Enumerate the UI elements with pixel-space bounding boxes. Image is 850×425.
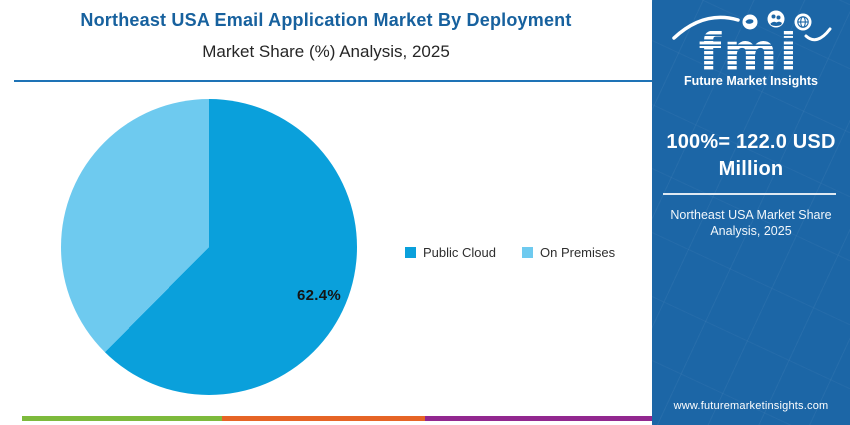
website-link[interactable]: www.futuremarketinsights.com — [673, 400, 829, 412]
logo-globe-grid-icon — [794, 13, 812, 31]
fmi-logo-graphic: fmi Future Market Insights — [672, 10, 832, 88]
title-underline — [14, 80, 652, 82]
legend: Public Cloud On Premises — [405, 245, 615, 260]
logo-arc-left — [672, 15, 740, 40]
logo-arc-right — [804, 27, 832, 42]
footer-bar-segment-green — [22, 416, 222, 421]
logo-people-icon — [767, 10, 785, 28]
logo-brand-text: fmi — [699, 23, 800, 83]
fmi-logo: fmi Future Market Insights — [652, 6, 850, 93]
legend-swatch-on-premises — [522, 247, 533, 258]
brand-sidebar: fmi Future Market Insights 100%= 122.0 U… — [652, 0, 850, 425]
pie-chart — [61, 99, 357, 395]
legend-item-on-premises: On Premises — [522, 245, 615, 260]
page-title: Northeast USA Email Application Market B… — [80, 10, 572, 30]
logo-tagline: Future Market Insights — [684, 74, 818, 88]
page-subtitle: Market Share (%) Analysis, 2025 — [202, 42, 450, 61]
legend-label-on-premises: On Premises — [540, 245, 616, 260]
footer-bar-segment-orange — [222, 416, 425, 421]
footer-bar-segment-purple — [425, 416, 652, 421]
legend-item-public-cloud: Public Cloud — [405, 245, 496, 260]
footer-accent-bar — [22, 416, 652, 421]
sidebar-caption: Northeast USA Market Share Analysis, 202… — [670, 208, 832, 238]
sidebar-divider — [663, 193, 836, 195]
legend-label-public-cloud: Public Cloud — [423, 245, 496, 260]
chart-panel: Northeast USA Email Application Market B… — [14, 10, 652, 421]
legend-swatch-public-cloud — [405, 247, 416, 258]
logo-globe-map-icon — [742, 14, 758, 30]
pie-slice-label: 62.4% — [297, 287, 342, 304]
sidebar-headline: 100%= 122.0 USD Million — [666, 131, 836, 180]
